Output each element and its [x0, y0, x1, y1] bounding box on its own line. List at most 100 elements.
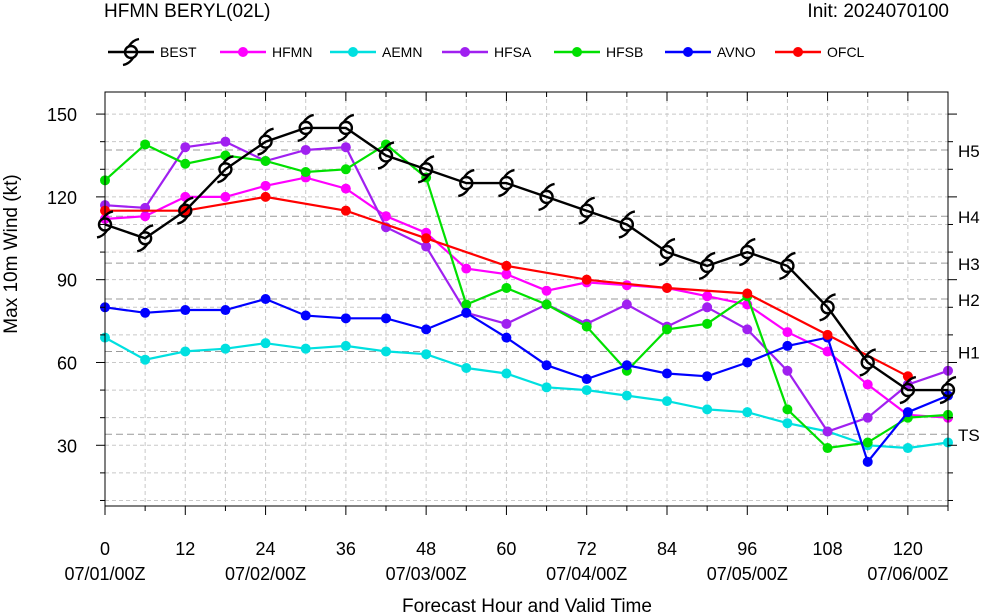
legend-item-hfmn: HFMN	[220, 44, 312, 60]
y-tick-label: 120	[47, 188, 77, 208]
data-point-best	[779, 251, 796, 281]
data-point-ofcl	[501, 260, 512, 271]
data-point-best	[377, 141, 395, 170]
data-point-ofcl	[742, 288, 753, 299]
data-point-avno	[782, 340, 793, 351]
legend-label-avno: AVNO	[717, 44, 756, 60]
series-hfmn	[100, 172, 953, 423]
data-point-aemn	[340, 340, 351, 351]
x-tick-label: 60	[496, 539, 516, 559]
threshold-label-h2: H2	[958, 291, 980, 310]
threshold-label-h3: H3	[958, 255, 980, 274]
data-point-hfsb	[782, 404, 793, 415]
legend-item-hfsb: HFSB	[554, 44, 643, 60]
data-point-avno	[581, 374, 592, 385]
data-point-aemn	[581, 385, 592, 396]
data-point-hfsa	[300, 144, 311, 155]
data-point-best	[217, 155, 234, 184]
data-point-best	[578, 196, 595, 225]
legend-label-hfsb: HFSB	[606, 44, 643, 60]
data-point-ofcl	[421, 233, 432, 244]
data-point-avno	[621, 360, 632, 371]
data-point-hfmn	[461, 263, 472, 274]
y-tick-label: 150	[47, 105, 77, 125]
data-point-hfsa	[621, 299, 632, 310]
legend-item-best: BEST	[108, 37, 197, 67]
data-point-avno	[541, 360, 552, 371]
legend-marker-hfsb	[572, 47, 582, 57]
y-tick-label: 30	[57, 436, 77, 456]
data-point-aemn	[381, 346, 391, 357]
series-best	[96, 113, 957, 405]
data-point-hfsa	[340, 142, 351, 153]
data-point-hfmn	[541, 285, 552, 296]
data-point-hfsa	[421, 241, 432, 252]
data-point-aemn	[742, 407, 753, 418]
data-point-best	[297, 113, 314, 143]
data-point-hfmn	[822, 346, 833, 357]
data-point-hfmn	[260, 180, 271, 191]
data-point-best	[859, 348, 876, 377]
data-point-avno	[742, 357, 753, 368]
data-point-aemn	[220, 343, 231, 354]
data-point-ofcl	[822, 329, 833, 340]
data-point-avno	[461, 307, 472, 318]
grid: TS H1 H2 H3 H4 H5	[104, 92, 980, 506]
x-tick-label: 120	[893, 539, 923, 559]
data-point-best	[538, 182, 555, 212]
data-point-best	[136, 224, 154, 253]
data-point-avno	[180, 305, 191, 316]
legend-marker-avno	[683, 47, 693, 57]
data-point-avno	[260, 294, 271, 304]
legend-label-ofcl: OFCL	[827, 44, 865, 60]
data-point-hfmn	[782, 327, 793, 338]
data-point-best	[337, 113, 355, 143]
data-point-hfsb	[340, 164, 351, 175]
data-point-ofcl	[581, 274, 592, 285]
data-point-hfsb	[541, 299, 552, 310]
legend-marker-best	[122, 37, 140, 67]
data-point-avno	[381, 313, 391, 324]
x-tick-label: 108	[813, 539, 843, 559]
x-tick-label: 0	[100, 539, 110, 559]
x-date-label: 07/06/00Z	[867, 564, 948, 584]
data-point-aemn	[260, 338, 271, 349]
data-point-best	[618, 210, 636, 239]
data-point-best	[739, 237, 756, 267]
x-date-label: 07/03/00Z	[386, 564, 467, 584]
x-tick-label: 36	[336, 539, 356, 559]
series-hfsb	[100, 139, 953, 454]
data-point-best	[257, 127, 274, 156]
data-point-best	[819, 293, 836, 322]
legend-label-hfmn: HFMN	[272, 44, 312, 60]
data-point-avno	[340, 313, 351, 324]
data-point-hfmn	[501, 269, 512, 280]
legend-label-hfsa: HFSA	[494, 44, 532, 60]
data-point-aemn	[902, 443, 913, 454]
data-point-hfsb	[822, 443, 833, 454]
data-point-hfsa	[742, 324, 753, 335]
data-point-hfsa	[782, 365, 793, 376]
data-point-hfmn	[381, 211, 391, 222]
series-line-avno	[104, 297, 949, 465]
data-point-avno	[662, 368, 672, 379]
data-point-aemn	[702, 404, 713, 415]
legend-label-best: BEST	[160, 44, 197, 60]
x-tick-label: 96	[737, 539, 757, 559]
plot-frame	[104, 91, 949, 507]
axes: 0 12 24 36 48 60 72 84 96 108 120 07/01/00Z 07/02/00…	[47, 91, 957, 584]
data-point-hfsb	[461, 299, 472, 310]
legend-item-avno: AVNO	[665, 44, 756, 60]
data-point-hfsa	[180, 142, 191, 153]
data-point-avno	[300, 310, 311, 321]
legend-item-aemn: AEMN	[330, 44, 422, 60]
data-point-hfsb	[662, 324, 672, 335]
init-time-label: Init: 2024070100	[807, 1, 949, 22]
series-line-hfsb	[104, 143, 949, 450]
data-point-hfmn	[220, 191, 231, 202]
data-point-hfsa	[220, 136, 231, 147]
legend-item-ofcl: OFCL	[775, 44, 865, 60]
data-point-hfsa	[501, 318, 512, 329]
x-date-label: 07/05/00Z	[707, 564, 788, 584]
